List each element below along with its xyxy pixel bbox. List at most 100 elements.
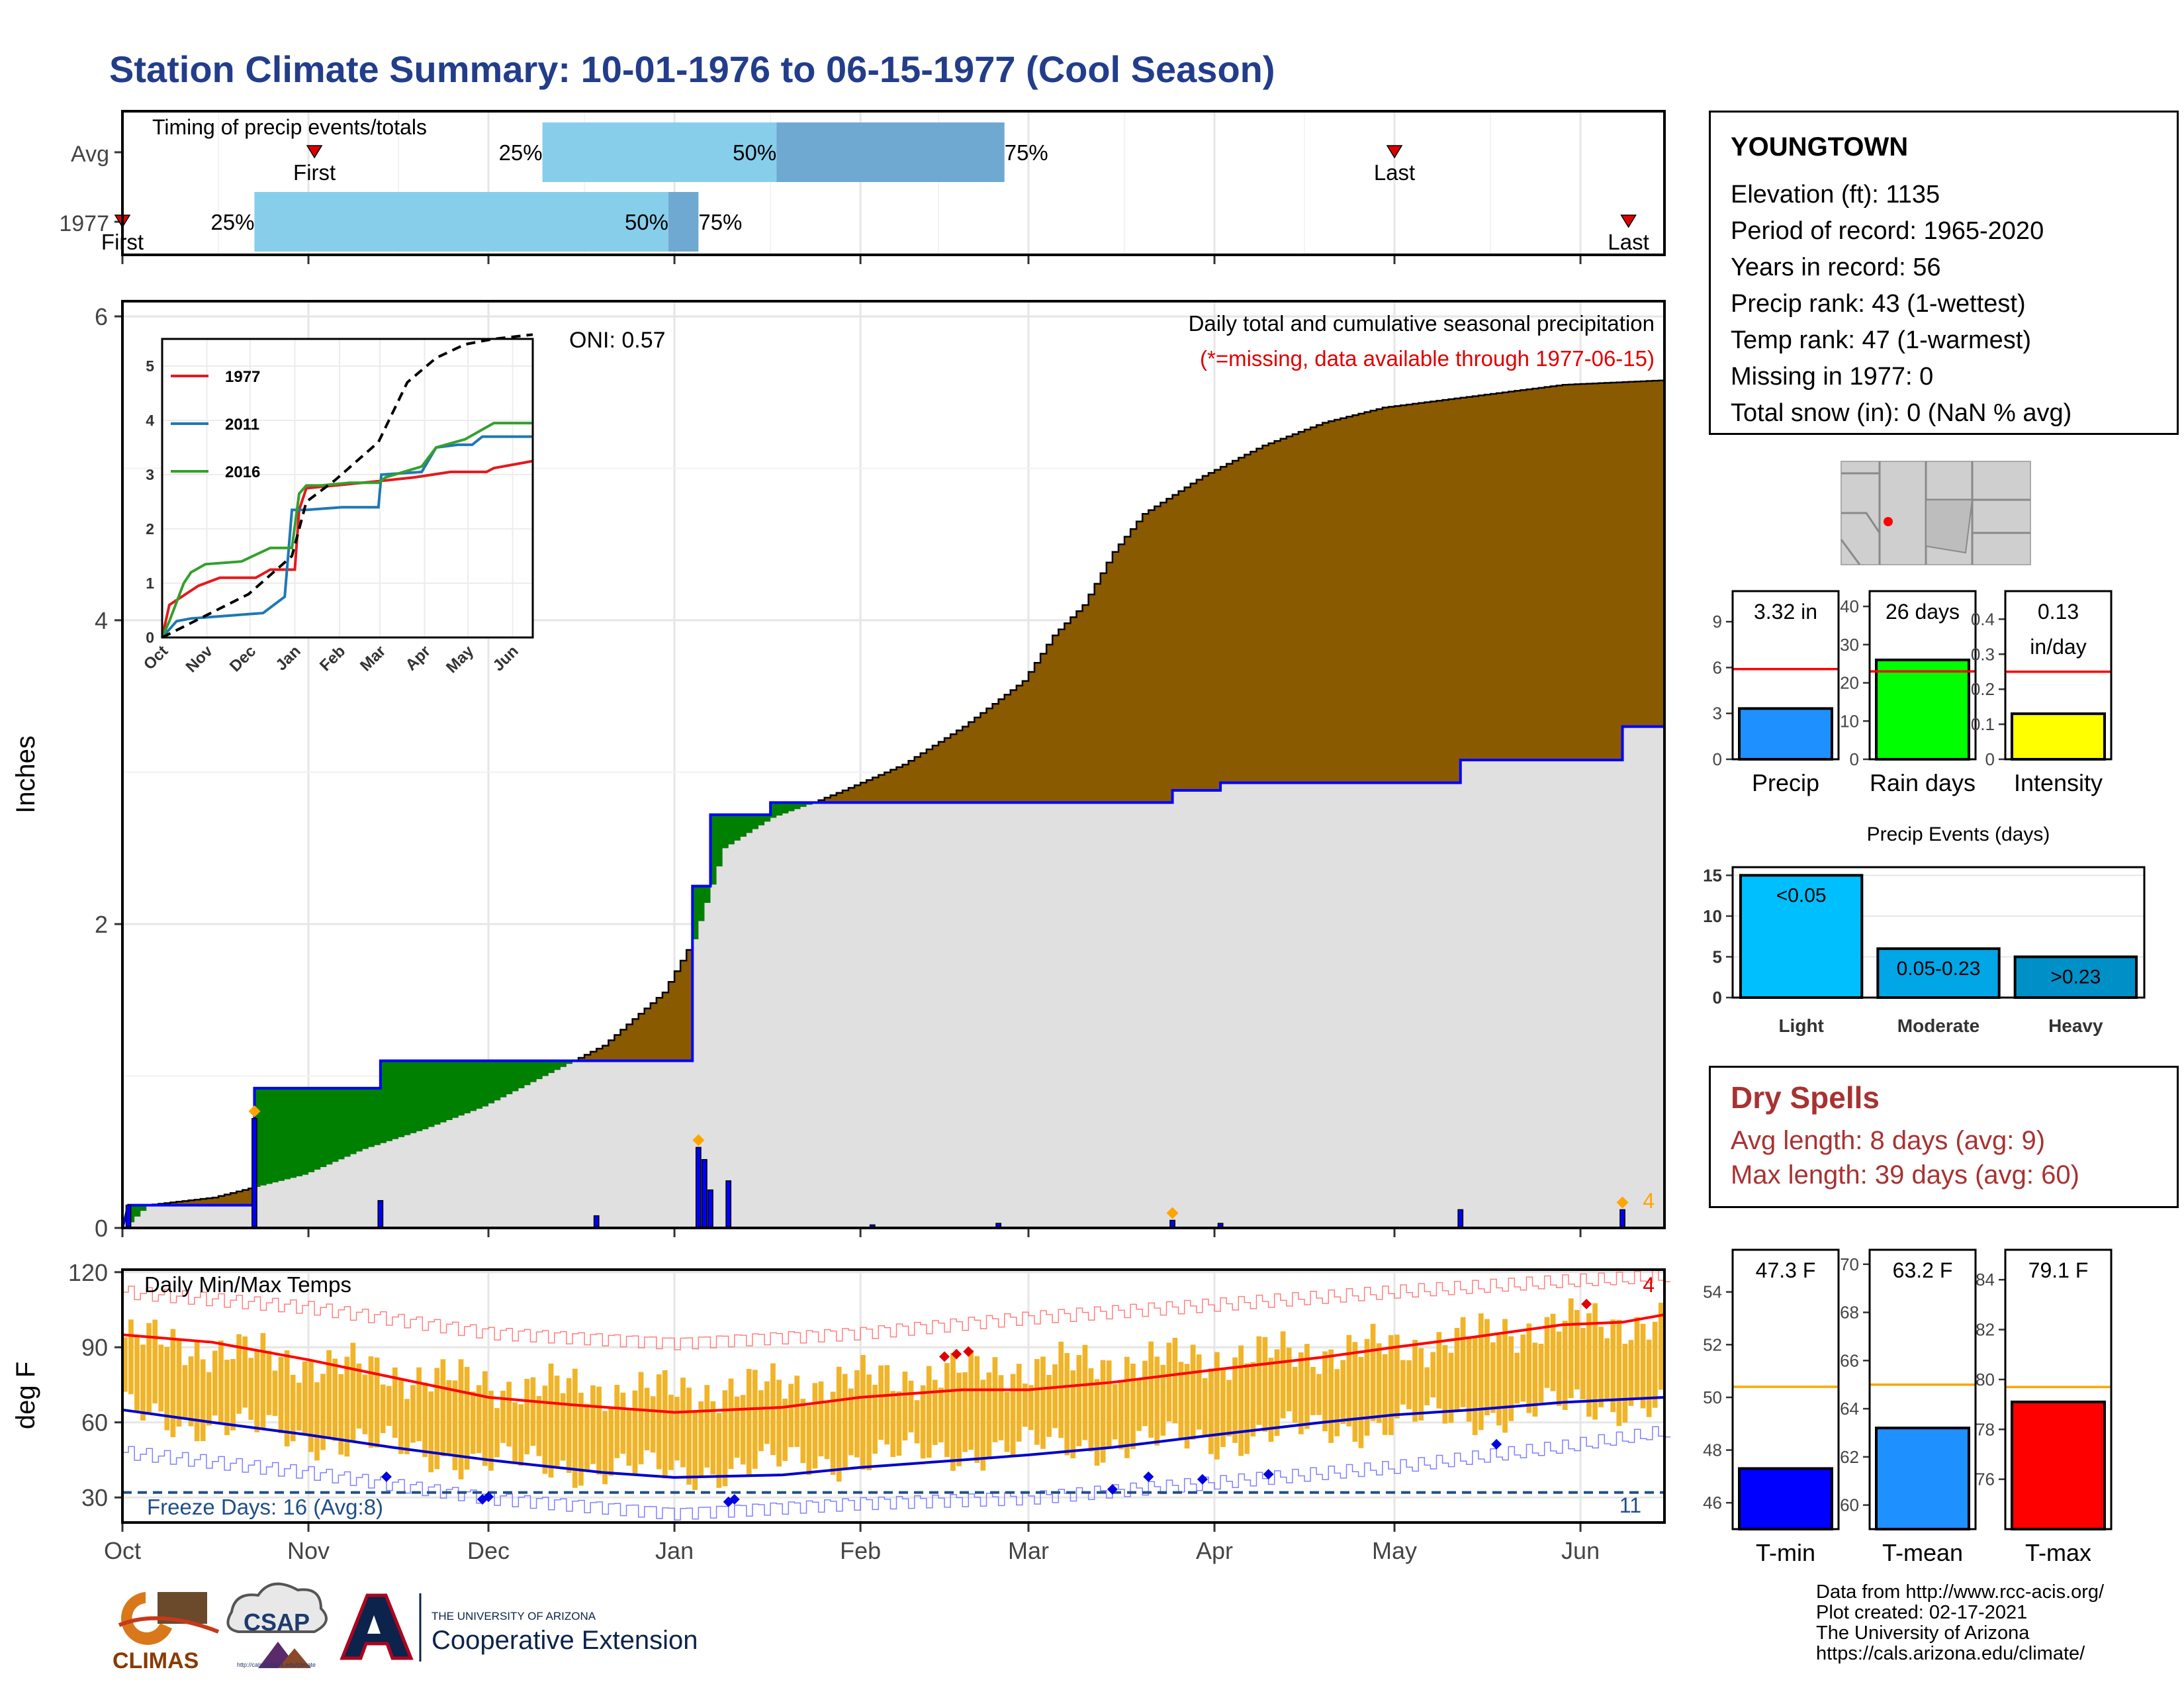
daily-temp-bar <box>374 1357 380 1448</box>
daily-temp-bar <box>1394 1335 1400 1419</box>
event-marker <box>692 1134 705 1147</box>
ua-bottom-text: Cooperative Extension <box>432 1626 698 1655</box>
panel-ytick-label: 48 <box>1703 1440 1722 1460</box>
daily-temp-bar <box>914 1400 920 1444</box>
daily-temp-bar <box>1478 1313 1484 1430</box>
daily-temp-bar <box>284 1350 290 1447</box>
panel-frame <box>2004 590 2113 761</box>
daily-temp-bar <box>1154 1356 1160 1446</box>
daily-temp-bar <box>188 1356 194 1427</box>
daily-temp-bar <box>1124 1356 1130 1458</box>
daily-temp-bar <box>542 1385 548 1474</box>
daily-temp-bar <box>182 1365 188 1418</box>
timing-p50-label: 50% <box>625 210 668 234</box>
panel-ytick-label: 30 <box>1840 635 1859 655</box>
daily-temp-bar <box>1430 1352 1436 1398</box>
daily-temp-bar <box>626 1408 632 1466</box>
daily-temp-bar <box>812 1383 818 1469</box>
inset-legend-label: 1977 <box>225 368 260 386</box>
timing-p25-label: 25% <box>499 140 543 165</box>
daily-temp-bar <box>890 1391 896 1457</box>
daily-temp-bar <box>254 1350 260 1432</box>
inset-bg <box>162 339 533 637</box>
daily-temp-bar <box>998 1375 1004 1440</box>
daily-temp-bar <box>128 1319 134 1395</box>
daily-temp-bar <box>218 1340 224 1424</box>
daily-temp-bar <box>1598 1327 1604 1407</box>
panel-label: T-max <box>2025 1539 2091 1566</box>
timing-row-label: 1977 <box>59 211 109 236</box>
station-precip-rank: Precip rank: 43 (1-wettest) <box>1731 290 2026 318</box>
daily-temp-bar <box>446 1380 452 1456</box>
daily-temp-bar <box>248 1358 254 1420</box>
timing-row-label: Avg <box>71 142 109 167</box>
daily-temp-bar <box>1640 1323 1646 1409</box>
daily-temp-bar <box>962 1372 968 1452</box>
daily-temp-bar <box>1178 1362 1184 1440</box>
daily-temp-bar <box>710 1401 716 1475</box>
temperature-chart: Oct Nov Dec Jan Feb Mar Apr May Jun 30 60 90 120 Dail… <box>11 1259 1671 1564</box>
precip-events-chart: Precip Events (days) 0 5 10 15 <0.05 Light 0.05… <box>1703 823 2146 1036</box>
daily-temp-bar <box>500 1390 506 1443</box>
timing-p75-label: 75% <box>1005 140 1048 165</box>
daily-temp-bar <box>158 1344 164 1412</box>
daily-temp-bar <box>1412 1340 1418 1422</box>
daily-temp-bar <box>1286 1347 1292 1412</box>
precip-title: Daily total and cumulative seasonal prec… <box>1189 311 1655 336</box>
freeze-days-label: Freeze Days: 16 (Avg:8) <box>147 1495 383 1519</box>
record-low-marker <box>381 1471 392 1482</box>
panel-ytick-label: 40 <box>1840 596 1859 616</box>
station-snow: Total snow (in): 0 (NaN % avg) <box>1731 399 2072 427</box>
daily-temp-bar <box>956 1372 962 1467</box>
ua-top-text: THE UNIVERSITY OF ARIZONA <box>432 1610 596 1622</box>
daily-temp-bar <box>1502 1319 1508 1433</box>
station-years: Years in record: 56 <box>1731 254 1941 281</box>
daily-temp-bar <box>866 1374 872 1470</box>
daily-temp-bar <box>1628 1340 1634 1406</box>
daily-precip-bar <box>725 1180 732 1229</box>
panel-label: T-min <box>1756 1539 1815 1566</box>
daily-precip-bar <box>695 1147 702 1229</box>
daily-temp-bar <box>1568 1298 1574 1399</box>
daily-temp-bar <box>992 1357 998 1442</box>
daily-temp-bar <box>1538 1344 1544 1403</box>
panel-ytick-label: 9 <box>1713 612 1722 632</box>
daily-temp-bar <box>290 1374 296 1442</box>
daily-temp-bar <box>1064 1353 1070 1456</box>
footer-university: The University of Arizona <box>1816 1622 2030 1644</box>
daily-temp-bar <box>530 1377 536 1446</box>
inset-normal-line <box>161 333 533 639</box>
daily-temp-bar <box>260 1333 266 1428</box>
daily-temp-bar <box>1460 1317 1466 1407</box>
daily-temp-bar <box>512 1402 518 1462</box>
daily-temp-bar <box>476 1385 482 1454</box>
daily-temp-bar <box>1496 1335 1502 1426</box>
daily-temp-bar <box>1082 1344 1088 1440</box>
inset-ytick-label: 1 <box>146 575 154 592</box>
daily-temp-bar <box>1388 1335 1394 1436</box>
daily-temp-bar <box>1214 1352 1220 1460</box>
inset-series-line-1977 <box>161 459 533 638</box>
daily-temp-bar <box>398 1378 404 1454</box>
daily-temp-bar <box>656 1374 662 1470</box>
daily-temp-bar <box>1220 1368 1226 1447</box>
daily-temp-bar <box>1616 1319 1622 1427</box>
daily-temp-bar <box>230 1359 236 1430</box>
daily-temp-bar <box>1454 1328 1460 1411</box>
daily-temp-bar <box>716 1413 722 1488</box>
daily-temp-bar <box>1532 1342 1538 1417</box>
daily-temp-bar <box>1034 1359 1040 1445</box>
csap-text: CSAP <box>244 1609 310 1636</box>
daily-temp-bar <box>704 1385 710 1468</box>
temp-frame <box>121 1268 1666 1524</box>
daily-temp-bar <box>164 1346 170 1430</box>
panel-ytick-label: 46 <box>1703 1493 1722 1513</box>
record-low-marker <box>1143 1471 1154 1482</box>
temp-xtick-label: Mar <box>1008 1537 1049 1564</box>
daily-temp-bar <box>1094 1379 1100 1466</box>
temp-xtick-label: Nov <box>287 1537 330 1564</box>
inset-ytick-label: 2 <box>146 520 154 538</box>
panel-ytick-label: 0 <box>1985 749 1995 769</box>
daily-temp-bar <box>668 1394 674 1470</box>
